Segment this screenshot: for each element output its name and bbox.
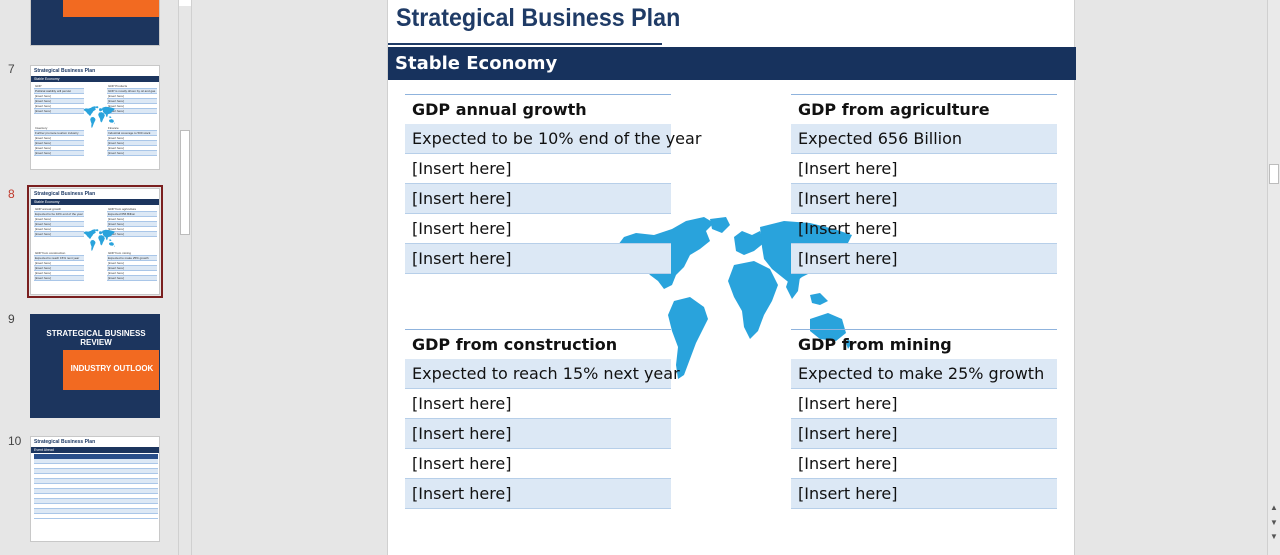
chevron-down-icon[interactable]: ▼ xyxy=(1270,518,1278,527)
world-map-icon xyxy=(83,229,115,251)
title-underline xyxy=(388,43,662,45)
block-row[interactable]: Expected 656 Billion xyxy=(791,124,1057,154)
block-row[interactable]: [Insert here] xyxy=(405,449,671,479)
block-row[interactable]: [Insert here] xyxy=(791,214,1057,244)
slide-thumbnail-7[interactable]: Strategical Business Plan Stable Economy… xyxy=(30,65,160,170)
block-row[interactable]: [Insert here] xyxy=(405,184,671,214)
slide-editor: Strategical Business Plan Stable Economy xyxy=(193,0,1267,555)
thumb-band: Stable Economy xyxy=(31,199,159,205)
current-slide[interactable]: Strategical Business Plan Stable Economy xyxy=(387,0,1076,555)
block-row[interactable]: [Insert here] xyxy=(791,449,1057,479)
thumb-col: GDP from agriculture Expected 656 Billio… xyxy=(107,207,157,237)
editor-scrollbar[interactable]: ▲ ▼ ▼ xyxy=(1267,0,1280,555)
chevron-down-icon[interactable]: ▼ xyxy=(1270,532,1278,541)
block-row[interactable]: Expected to make 25% growth xyxy=(791,359,1057,389)
block-heading: GDP from agriculture xyxy=(791,94,1057,124)
slide-thumbnail-10[interactable]: Strategical Business Plan Event Ahead xyxy=(30,436,160,542)
section-band[interactable]: Stable Economy xyxy=(388,47,1076,80)
chevron-up-icon[interactable]: ▲ xyxy=(1270,503,1278,512)
slide-thumbnail-6[interactable] xyxy=(30,0,160,46)
block-heading: GDP annual growth xyxy=(405,94,671,124)
block-row[interactable]: [Insert here] xyxy=(405,214,671,244)
thumb-col: GDP from mining Expected to make 25% gro… xyxy=(107,251,157,281)
thumbnail-scrollbar[interactable] xyxy=(178,0,192,555)
thumb-title: Strategical Business Plan xyxy=(34,191,96,197)
gdp-from-construction-block[interactable]: GDP from construction Expected to reach … xyxy=(405,329,680,509)
slide-number-7: 7 xyxy=(8,62,15,76)
gdp-annual-growth-block[interactable]: GDP annual growth Expected to be 10% end… xyxy=(405,94,701,274)
slide-number-10: 10 xyxy=(8,434,22,448)
block-row[interactable]: [Insert here] xyxy=(405,389,671,419)
block-row[interactable]: [Insert here] xyxy=(405,419,671,449)
block-row[interactable]: [Insert here] xyxy=(791,184,1057,214)
slide-thumbnail-panel[interactable]: 7 Strategical Business Plan Stable Econo… xyxy=(0,0,178,555)
block-row[interactable]: [Insert here] xyxy=(791,154,1057,184)
thumb-col: Inventory Further promote tourism indust… xyxy=(34,126,84,156)
thumb-col: GDP from construction Expected to reach … xyxy=(34,251,84,281)
thumb6-orange-box xyxy=(63,0,159,17)
thumb-col: GDP annual growth Expected to be 10% end… xyxy=(34,207,84,237)
world-map-icon xyxy=(83,106,115,128)
thumb-title: Strategical Business Plan xyxy=(34,439,96,445)
scrollbar-thumb[interactable] xyxy=(1269,164,1279,184)
thumb-title: Strategical Business Plan xyxy=(34,68,96,74)
block-row[interactable]: [Insert here] xyxy=(791,479,1057,509)
block-row[interactable]: [Insert here] xyxy=(791,244,1057,274)
block-heading: GDP from mining xyxy=(791,329,1057,359)
thumb10-table xyxy=(34,454,158,519)
block-row[interactable]: Expected to be 10% end of the year xyxy=(405,124,701,154)
block-row[interactable]: [Insert here] xyxy=(405,154,671,184)
thumb-col: GDP Products GDP is mostly driven by oil… xyxy=(107,84,157,114)
gdp-from-mining-block[interactable]: GDP from mining Expected to make 25% gro… xyxy=(791,329,1057,509)
slide-number-9: 9 xyxy=(8,312,15,326)
gdp-from-agriculture-block[interactable]: GDP from agriculture Expected 656 Billio… xyxy=(791,94,1057,274)
slide-number-8: 8 xyxy=(8,187,15,201)
thumb-col: GDP Political stability will persist [in… xyxy=(34,84,84,114)
thumb-band: Stable Economy xyxy=(31,76,159,82)
block-row[interactable]: [Insert here] xyxy=(405,244,671,274)
thumb9-subheading: INDUSTRY OUTLOOK xyxy=(70,364,154,373)
scrollbar-thumb[interactable] xyxy=(180,130,190,235)
thumb-band: Event Ahead xyxy=(31,447,159,453)
thumb-col: Finance Industrial coverage to 500 stock… xyxy=(107,126,157,156)
block-heading: GDP from construction xyxy=(405,329,671,359)
thumb9-heading: STRATEGICAL BUSINESS REVIEW xyxy=(46,329,146,347)
slide-title[interactable]: Strategical Business Plan xyxy=(396,4,681,32)
thumb9-orange-box xyxy=(63,350,159,390)
slide-thumbnail-8[interactable]: Strategical Business Plan Stable Economy… xyxy=(27,185,163,298)
block-row[interactable]: [Insert here] xyxy=(405,479,671,509)
block-row[interactable]: [Insert here] xyxy=(791,389,1057,419)
scrollbar-cap xyxy=(179,0,191,6)
slide-thumbnail-9[interactable]: STRATEGICAL BUSINESS REVIEW INDUSTRY OUT… xyxy=(30,314,160,418)
block-row[interactable]: [Insert here] xyxy=(791,419,1057,449)
block-row[interactable]: Expected to reach 15% next year xyxy=(405,359,680,389)
